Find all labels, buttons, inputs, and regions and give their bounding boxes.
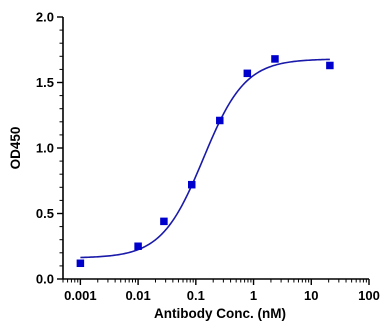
data-point	[76, 259, 85, 268]
y-tick-label: 2.0	[36, 10, 54, 25]
data-point	[134, 242, 142, 250]
y-tick-label: 0.0	[36, 272, 54, 287]
y-tick-label: 1.5	[36, 75, 54, 90]
data-point	[188, 180, 196, 189]
data-point	[271, 55, 279, 63]
x-tick-label: 0.001	[64, 288, 97, 303]
fit-curve	[80, 58, 330, 259]
data-point	[326, 61, 334, 70]
data-point	[160, 217, 168, 226]
x-tick-label: 0.1	[187, 288, 205, 303]
y-tick-label: 0.5	[36, 206, 54, 221]
plot-area: 0.0 0.5 1.0 1.5 2.0 0.001 0.01 0.1 1 10 100 Antibod…	[8, 10, 380, 322]
y-tick-label: 1.0	[36, 141, 54, 156]
y-axis-title: OD450	[8, 127, 23, 170]
x-tick-label: 1	[250, 288, 257, 303]
data-point	[216, 116, 224, 125]
x-tick-label: 100	[358, 288, 380, 303]
data-point	[243, 69, 252, 78]
x-tick-label: 0.01	[125, 288, 150, 303]
x-axis-title: Antibody Conc. (nM)	[154, 306, 286, 321]
x-tick-label: 10	[304, 288, 318, 303]
